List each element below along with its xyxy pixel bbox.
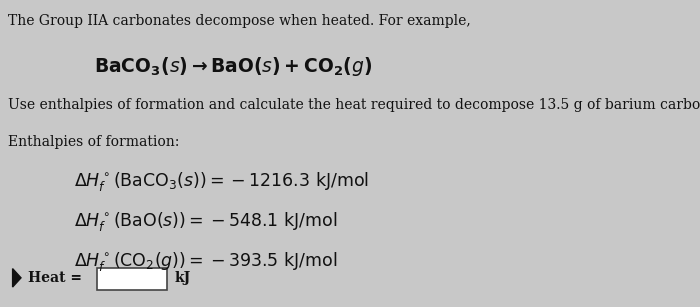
Polygon shape: [13, 269, 21, 287]
Text: Enthalpies of formation:: Enthalpies of formation:: [8, 135, 180, 149]
Text: $\Delta H_f^\circ(\mathrm{BaO}(\mathit{s})) = -548.1\ \mathrm{kJ/mol}$: $\Delta H_f^\circ(\mathrm{BaO}(\mathit{s…: [74, 210, 337, 233]
Text: $\Delta H_f^\circ(\mathrm{CO_2}(\mathit{g})) = -393.5\ \mathrm{kJ/mol}$: $\Delta H_f^\circ(\mathrm{CO_2}(\mathit{…: [74, 250, 337, 273]
Text: $\mathbf{BaCO_3(\mathit{s}) \rightarrow BaO(\mathit{s}) + CO_2(\mathit{g})}$: $\mathbf{BaCO_3(\mathit{s}) \rightarrow …: [94, 55, 373, 78]
FancyBboxPatch shape: [97, 268, 167, 290]
Text: $\Delta H_f^\circ(\mathrm{BaCO_3}(\mathit{s})) = -1216.3\ \mathrm{kJ/mol}$: $\Delta H_f^\circ(\mathrm{BaCO_3}(\mathi…: [74, 170, 368, 193]
Text: kJ: kJ: [175, 271, 191, 285]
Text: The Group IIA carbonates decompose when heated. For example,: The Group IIA carbonates decompose when …: [8, 14, 471, 28]
Text: Use enthalpies of formation and calculate the heat required to decompose 13.5 g : Use enthalpies of formation and calculat…: [8, 98, 700, 112]
Text: Heat =: Heat =: [28, 271, 82, 285]
